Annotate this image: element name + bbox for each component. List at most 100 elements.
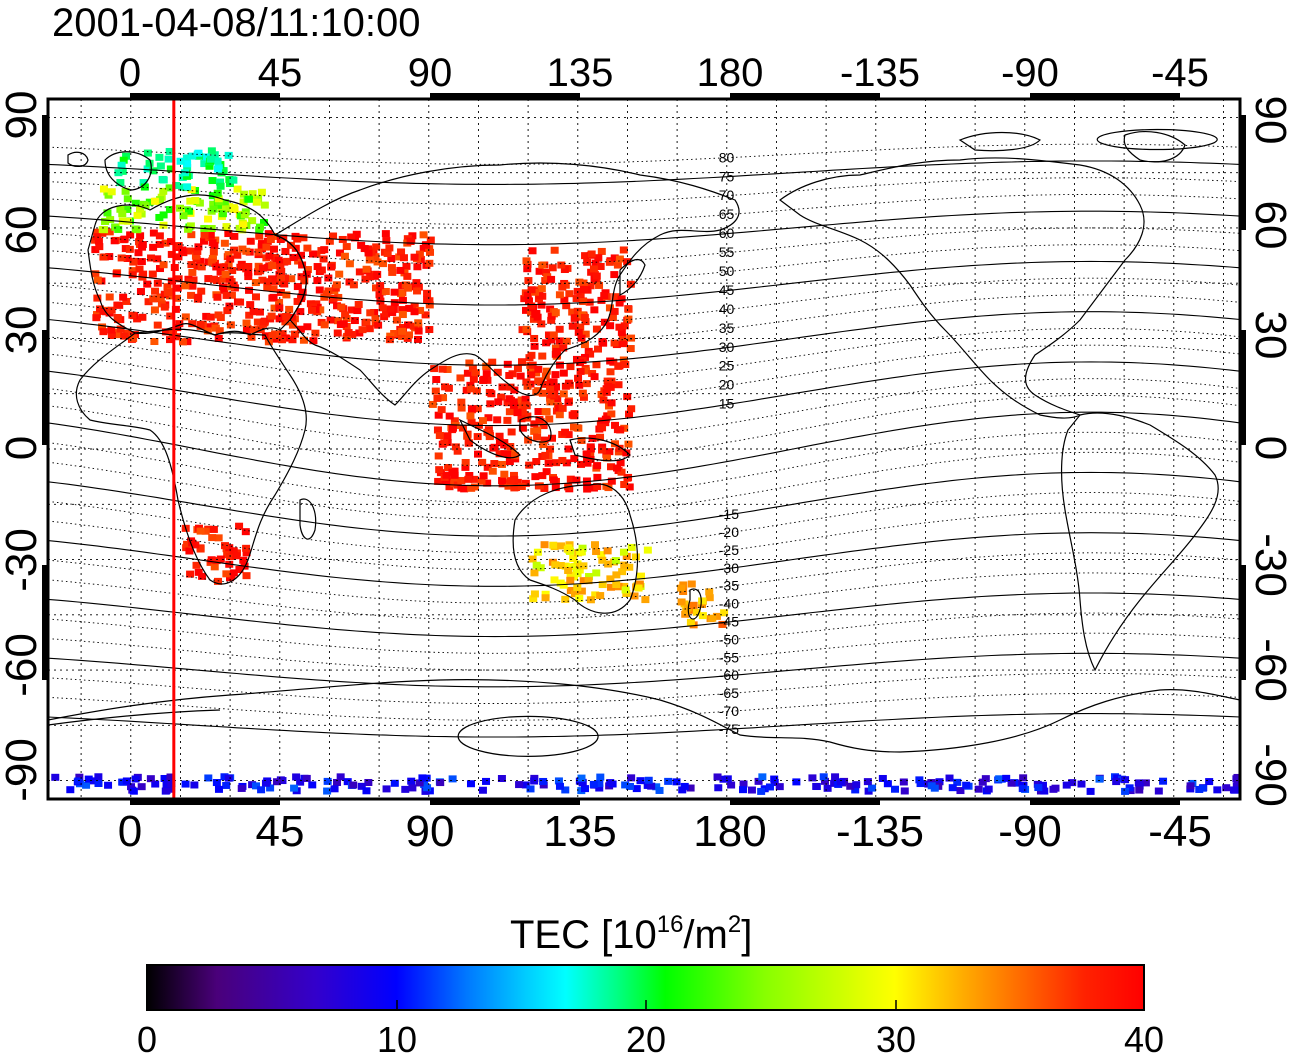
- tec-cell: [878, 774, 887, 782]
- tec-cell: [552, 347, 561, 355]
- tec-cell: [95, 243, 104, 251]
- tec-cell: [217, 205, 226, 213]
- tec-cell: [163, 283, 172, 291]
- tec-cell: [510, 484, 519, 492]
- tec-cell: [619, 548, 628, 556]
- tec-cell: [343, 332, 352, 340]
- tec-cell: [230, 232, 239, 240]
- tec-cell: [125, 245, 134, 253]
- tec-cell: [532, 561, 541, 569]
- tec-cell: [705, 588, 714, 596]
- tec-cell: [497, 460, 506, 468]
- tec-cell: [268, 275, 277, 283]
- tec-cell: [221, 270, 230, 278]
- tec-cell: [610, 440, 619, 448]
- tec-cell: [863, 778, 872, 786]
- tec-cell: [516, 372, 525, 380]
- tec-cell: [526, 785, 535, 793]
- tec-cell: [116, 179, 125, 187]
- tec-cell: [575, 278, 584, 286]
- tec-cell: [181, 282, 190, 290]
- tec-cell: [107, 326, 116, 334]
- tec-cell: [137, 210, 146, 218]
- tec-cell: [410, 253, 419, 261]
- tec-cell: [595, 780, 604, 788]
- right-lat-label: 0: [1246, 436, 1292, 460]
- tec-cell: [506, 383, 515, 391]
- tec-cell: [229, 281, 238, 289]
- tec-cell: [117, 161, 126, 169]
- tec-cell: [472, 387, 481, 395]
- tec-cell: [612, 571, 621, 579]
- tec-cell: [414, 283, 423, 291]
- tec-cell: [974, 785, 983, 793]
- tec-cell: [550, 576, 559, 584]
- tec-cell: [451, 443, 460, 451]
- tec-cell: [121, 245, 130, 253]
- tec-cell: [461, 458, 470, 466]
- tec-cell: [540, 541, 549, 549]
- tec-cell: [296, 251, 305, 259]
- tec-cell: [143, 280, 152, 288]
- tec-cell: [448, 424, 457, 432]
- tec-cell: [186, 197, 195, 205]
- tec-cell: [466, 780, 475, 788]
- tec-cell: [555, 411, 564, 419]
- tec-cell: [513, 409, 522, 417]
- tec-cell: [296, 325, 305, 333]
- tec-cell: [410, 308, 419, 316]
- tec-cell: [566, 586, 575, 594]
- tec-cell: [630, 592, 639, 600]
- tec-cell: [595, 281, 604, 289]
- tec-cell: [382, 785, 391, 793]
- tec-cell: [8, 515, 16, 522]
- tec-cell: [129, 258, 138, 266]
- tec-cell: [114, 169, 123, 177]
- tec-cell: [1038, 781, 1047, 789]
- tec-cell: [220, 773, 229, 781]
- tec-cell: [551, 371, 560, 379]
- maglat-label: 70: [719, 187, 735, 203]
- tec-cell: [156, 162, 165, 170]
- tec-cell: [533, 548, 542, 556]
- tec-cell: [263, 278, 272, 286]
- tec-cell: [1019, 774, 1028, 782]
- tec-cell: [549, 541, 558, 549]
- tec-cell: [237, 784, 246, 792]
- tec-cell: [607, 410, 616, 418]
- tec-cell: [577, 587, 586, 595]
- tec-cell: [625, 782, 634, 790]
- tec-cell: [551, 561, 560, 569]
- tec-cell: [547, 316, 556, 324]
- bottom-lon-label: -45: [1148, 807, 1212, 856]
- bottom-lon-label: 180: [693, 807, 766, 856]
- tec-cell: [233, 251, 242, 259]
- tec-cell: [285, 305, 294, 313]
- tec-cell: [434, 411, 443, 419]
- tec-cell: [272, 335, 281, 343]
- tec-cell: [708, 614, 717, 622]
- tec-cell: [493, 416, 502, 424]
- tec-cell: [163, 289, 172, 297]
- maglat-label: 25: [719, 358, 735, 374]
- tec-cell: [598, 338, 607, 346]
- tec-cell: [364, 249, 373, 257]
- tec-cell: [592, 325, 601, 333]
- tec-cell: [252, 782, 261, 790]
- tec-cell: [617, 295, 626, 303]
- tec-cell: [116, 205, 125, 213]
- tec-cell: [147, 254, 156, 262]
- tec-cell: [883, 780, 892, 788]
- tec-cell: [214, 534, 223, 542]
- tec-cell: [719, 775, 728, 783]
- tec-cell: [149, 229, 158, 237]
- maglat-label: 55: [719, 244, 735, 260]
- tec-cell: [526, 367, 535, 375]
- tec-cell: [341, 311, 350, 319]
- tec-cell: [535, 482, 544, 490]
- tec-cell: [592, 548, 601, 556]
- tec-cell: [172, 333, 181, 341]
- colorbar-title-exp1: 16: [657, 911, 684, 938]
- tec-cell: [347, 233, 356, 241]
- tec-cell: [326, 316, 335, 324]
